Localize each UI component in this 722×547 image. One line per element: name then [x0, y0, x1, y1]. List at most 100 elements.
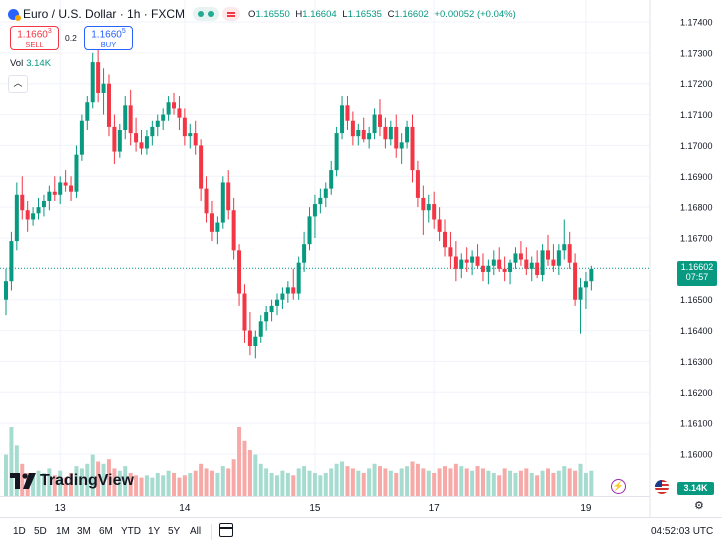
sell-button[interactable]: 1.16603 SELL [10, 26, 59, 50]
candle-body [529, 262, 534, 269]
price-axis-label: 1.16400 [680, 326, 713, 336]
candle-body [20, 194, 25, 211]
volume-bar [296, 468, 301, 496]
volume-bar [524, 468, 529, 496]
volume-bar [172, 473, 177, 496]
candle-body [356, 130, 361, 137]
volume-bar [96, 461, 101, 496]
volume-bar [377, 466, 382, 496]
volume-bar [540, 470, 545, 496]
candle-body [237, 250, 242, 294]
volume-bar [464, 468, 469, 496]
range-button-5y[interactable]: 5Y [168, 526, 181, 537]
candle-body [513, 253, 518, 263]
time-axis[interactable]: 13 14 15 17 19 [0, 496, 650, 523]
candle-body [329, 170, 334, 189]
volume-bar [578, 463, 583, 496]
range-button-3m[interactable]: 3M [77, 526, 91, 537]
volume-bar [209, 470, 214, 496]
volume-bar [188, 473, 193, 496]
price-axis-label: 1.17200 [680, 79, 713, 89]
candle-body [361, 130, 366, 140]
candle-body [123, 105, 128, 130]
volume-bar [405, 466, 410, 496]
volume-bar [150, 477, 155, 496]
candle-body [9, 241, 14, 282]
volume-bar [443, 466, 448, 496]
volume-bar [535, 475, 540, 496]
candle-body [497, 259, 502, 269]
candle-body [535, 262, 540, 276]
candle-body [459, 259, 464, 269]
volume-bar [106, 459, 111, 496]
volume-legend[interactable]: Vol 3.14K [10, 58, 52, 69]
candle-body [562, 244, 567, 251]
spread-value: 0.2 [65, 33, 77, 43]
volume-bar [415, 463, 420, 496]
candle-body [307, 216, 312, 245]
candle-body [486, 265, 491, 272]
tradingview-logo: TradingView [10, 472, 134, 490]
candle-body [226, 182, 231, 211]
range-button-1m[interactable]: 1M [56, 526, 70, 537]
volume-bar [497, 475, 502, 496]
volume-bar [264, 468, 269, 496]
utc-clock[interactable]: 04:52:03 UTC [651, 526, 714, 537]
lightning-icon[interactable]: ⚡ [611, 479, 626, 494]
volume-bar [247, 450, 252, 496]
volume-bar [323, 473, 328, 496]
indicator-pill[interactable] [222, 7, 241, 21]
volume-bar [437, 468, 442, 496]
price-axis-label: 1.16100 [680, 419, 713, 429]
range-button-1d[interactable]: 1D [13, 526, 26, 537]
us-flag-icon [655, 480, 669, 494]
market-status-pill[interactable] [193, 7, 220, 21]
candle-body [242, 293, 247, 331]
volume-tag: 3.14K [677, 482, 714, 495]
volume-bar [508, 470, 513, 496]
volume-bar [448, 468, 453, 496]
candle-body [464, 259, 469, 263]
volume-bar [285, 473, 290, 496]
candle-body [546, 250, 550, 260]
candle-body [524, 259, 529, 269]
volume-bar [307, 470, 312, 496]
volume-bar [123, 466, 128, 496]
candle-body [334, 133, 339, 171]
symbol-title[interactable]: Euro / U.S. Dollar · 1h · FXCM [23, 7, 186, 21]
buy-button[interactable]: 1.16605 BUY [84, 26, 133, 50]
volume-bar [177, 477, 182, 496]
volume-bar [329, 468, 334, 496]
candle-body [269, 305, 274, 313]
range-button-1y[interactable]: 1Y [148, 526, 161, 537]
candle-body [421, 197, 426, 211]
time-axis-label: 14 [179, 503, 191, 514]
volume-bar [573, 470, 578, 496]
volume-bar [394, 473, 399, 496]
volume-bar [139, 477, 144, 496]
range-button-6m[interactable]: 6M [99, 526, 113, 537]
euro-symbol-icon [8, 8, 21, 21]
status-dot-icon [208, 11, 215, 17]
time-axis-label: 13 [54, 503, 66, 514]
price-axis-label: 1.16900 [680, 172, 713, 182]
candle-body [90, 62, 95, 103]
candle-body [182, 117, 187, 137]
candle-body [150, 126, 155, 137]
volume-bar [421, 468, 426, 496]
volume-bar [9, 427, 14, 496]
calendar-icon[interactable] [219, 523, 233, 537]
change-value: +0.00052 (+0.04%) [434, 8, 516, 20]
collapse-legend-button[interactable]: ︿ [8, 75, 28, 93]
volume-bar [502, 468, 507, 496]
candle-body [405, 126, 410, 143]
range-button-5d[interactable]: 5D [34, 526, 47, 537]
range-button-ytd[interactable]: YTD [121, 526, 141, 537]
candle-body [432, 204, 437, 220]
candle-body [144, 136, 149, 149]
range-button-all[interactable]: All [190, 526, 202, 537]
volume-bar [470, 470, 475, 496]
settings-icon[interactable]: ⚙ [694, 500, 704, 512]
status-dot-icon [198, 11, 205, 17]
